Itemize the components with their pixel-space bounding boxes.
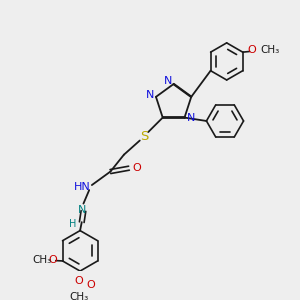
Text: CH₃: CH₃	[69, 292, 89, 300]
Text: N: N	[146, 90, 154, 100]
Text: O: O	[248, 46, 256, 56]
Text: N: N	[186, 112, 195, 123]
Text: CH₃: CH₃	[33, 255, 52, 265]
Text: O: O	[86, 280, 95, 290]
Text: N: N	[164, 76, 173, 86]
Text: CH₃: CH₃	[260, 46, 280, 56]
Text: H: H	[69, 219, 76, 229]
Text: O: O	[49, 255, 58, 265]
Text: O: O	[74, 275, 83, 286]
Text: N: N	[78, 205, 86, 215]
Text: O: O	[132, 163, 141, 172]
Text: HN: HN	[74, 182, 91, 192]
Text: S: S	[140, 130, 148, 142]
